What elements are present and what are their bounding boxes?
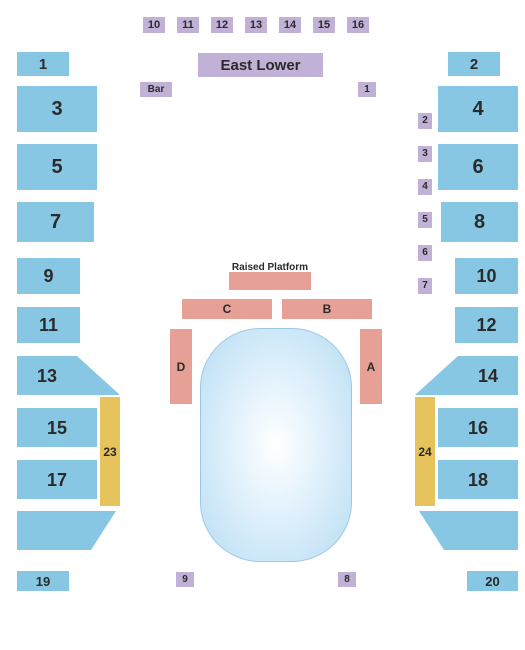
section-left-15[interactable]: 15 — [17, 408, 97, 447]
section-right-16[interactable]: 16 — [438, 408, 518, 447]
section-right-18[interactable]: 18 — [438, 460, 518, 499]
section-left-19[interactable]: 19 — [17, 571, 69, 591]
section-top-16[interactable]: 16 — [347, 17, 369, 33]
section-small-2[interactable]: 2 — [418, 113, 432, 129]
section-left-3[interactable]: 3 — [17, 86, 97, 132]
section-top-15[interactable]: 15 — [313, 17, 335, 33]
section-right-18b[interactable] — [444, 511, 518, 550]
ice-rink — [200, 328, 352, 562]
section-small-7[interactable]: 7 — [418, 278, 432, 294]
section-coral-B[interactable]: B — [282, 299, 372, 319]
section-gold-24[interactable]: 24 — [415, 397, 435, 506]
section-left-9[interactable]: 9 — [17, 258, 80, 294]
section-right-6[interactable]: 6 — [438, 144, 518, 190]
section-top-13[interactable]: 13 — [245, 17, 267, 33]
section-right-4[interactable]: 4 — [438, 86, 518, 132]
section-right-12[interactable]: 12 — [455, 307, 518, 343]
section-top-12[interactable]: 12 — [211, 17, 233, 33]
section-right-10[interactable]: 10 — [455, 258, 518, 294]
section-small-4[interactable]: 4 — [418, 179, 432, 195]
section-east-lower[interactable]: East Lower — [198, 53, 323, 77]
section-wedge — [91, 511, 116, 550]
section-left-13[interactable]: 13 — [17, 356, 77, 395]
section-left-17b[interactable] — [17, 511, 91, 550]
section-top-10[interactable]: 10 — [143, 17, 165, 33]
section-right-14[interactable]: 14 — [458, 356, 518, 395]
section-coral-platform[interactable] — [229, 272, 311, 290]
section-top-14[interactable]: 14 — [279, 17, 301, 33]
section-gold-23[interactable]: 23 — [100, 397, 120, 506]
section-small-8[interactable]: 8 — [338, 572, 356, 587]
section-right-8[interactable]: 8 — [441, 202, 518, 242]
section-left-7[interactable]: 7 — [17, 202, 94, 242]
section-wedge — [415, 356, 458, 395]
section-top-11[interactable]: 11 — [177, 17, 199, 33]
section-small-5[interactable]: 5 — [418, 212, 432, 228]
section-left-1[interactable]: 1 — [17, 52, 69, 76]
section-small-9[interactable]: 9 — [176, 572, 194, 587]
section-wedge — [77, 356, 120, 395]
section-bar[interactable]: Bar — [140, 82, 172, 97]
section-small-6[interactable]: 6 — [418, 245, 432, 261]
section-small-3[interactable]: 3 — [418, 146, 432, 162]
section-wedge — [419, 511, 444, 550]
section-coral-A[interactable]: A — [360, 329, 382, 404]
section-small-1[interactable]: 1 — [358, 82, 376, 97]
section-left-17[interactable]: 17 — [17, 460, 97, 499]
section-left-11[interactable]: 11 — [17, 307, 80, 343]
section-right-20[interactable]: 20 — [467, 571, 518, 591]
section-right-2[interactable]: 2 — [448, 52, 500, 76]
section-coral-C[interactable]: C — [182, 299, 272, 319]
section-left-5[interactable]: 5 — [17, 144, 97, 190]
section-coral-D[interactable]: D — [170, 329, 192, 404]
